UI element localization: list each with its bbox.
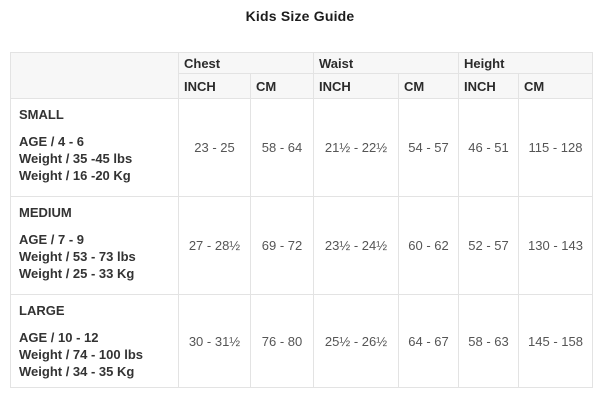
height-cm-value: 145 - 158 [518,294,594,388]
chest-cm-header: CM [250,73,314,99]
size-name: LARGE [19,303,65,318]
chest-cm-value: 58 - 64 [250,98,314,197]
corner-header-cell [10,52,179,99]
weight-lbs-line: Weight / 35 -45 lbs [19,151,133,166]
size-name: MEDIUM [19,205,72,220]
waist-group-header: Waist [312,52,460,74]
table-row-large: LARGE AGE / 10 - 12 Weight / 74 - 100 lb… [10,294,594,388]
waist-inch-value: 23½ - 24½ [313,196,399,295]
waist-cm-value: 64 - 67 [397,294,460,388]
chest-cm-value: 69 - 72 [250,196,314,295]
chest-group-header: Chest [178,52,314,74]
height-cm-value: 115 - 128 [518,98,594,197]
height-group-header: Height [458,52,594,74]
waist-cm-value: 60 - 62 [397,196,460,295]
weight-lbs-line: Weight / 53 - 73 lbs [19,249,136,264]
age-line: AGE / 7 - 9 [19,232,85,247]
height-cm-header: CM [518,73,594,99]
size-label-cell: MEDIUM AGE / 7 - 9 Weight / 53 - 73 lbs … [10,196,179,295]
height-inch-value: 58 - 63 [458,294,520,388]
kids-size-guide-table: Chest Waist Height INCH CM INCH CM INCH … [10,52,594,388]
measure-group-header-row: Chest Waist Height [10,52,594,99]
chest-inch-value: 30 - 31½ [178,294,251,388]
waist-cm-value: 54 - 57 [397,98,460,197]
chest-inch-header: INCH [178,73,251,99]
unit-header-row: INCH CM INCH CM INCH CM [11,73,594,99]
waist-inch-value: 21½ - 22½ [313,98,399,197]
chest-inch-value: 27 - 28½ [178,196,251,295]
chest-cm-value: 76 - 80 [250,294,314,388]
weight-kg-line: Weight / 25 - 33 Kg [19,266,135,281]
size-label-cell: SMALL AGE / 4 - 6 Weight / 35 -45 lbs We… [10,98,179,197]
weight-lbs-line: Weight / 74 - 100 lbs [19,347,144,362]
height-cm-value: 130 - 143 [518,196,594,295]
height-inch-header: INCH [458,73,520,99]
waist-cm-header: CM [397,73,460,99]
height-inch-value: 46 - 51 [458,98,520,197]
age-line: AGE / 10 - 12 [19,330,99,345]
table-row-medium: MEDIUM AGE / 7 - 9 Weight / 53 - 73 lbs … [10,196,594,295]
page-title: Kids Size Guide [245,8,355,24]
size-label-cell: LARGE AGE / 10 - 12 Weight / 74 - 100 lb… [10,294,179,388]
waist-inch-value: 25½ - 26½ [313,294,399,388]
weight-kg-line: Weight / 34 - 35 Kg [19,364,135,379]
size-name: SMALL [19,107,64,122]
height-inch-value: 52 - 57 [458,196,520,295]
weight-kg-line: Weight / 16 -20 Kg [19,168,131,183]
age-line: AGE / 4 - 6 [19,134,85,149]
table-row-small: SMALL AGE / 4 - 6 Weight / 35 -45 lbs We… [10,98,594,197]
waist-inch-header: INCH [313,73,399,99]
chest-inch-value: 23 - 25 [178,98,251,197]
